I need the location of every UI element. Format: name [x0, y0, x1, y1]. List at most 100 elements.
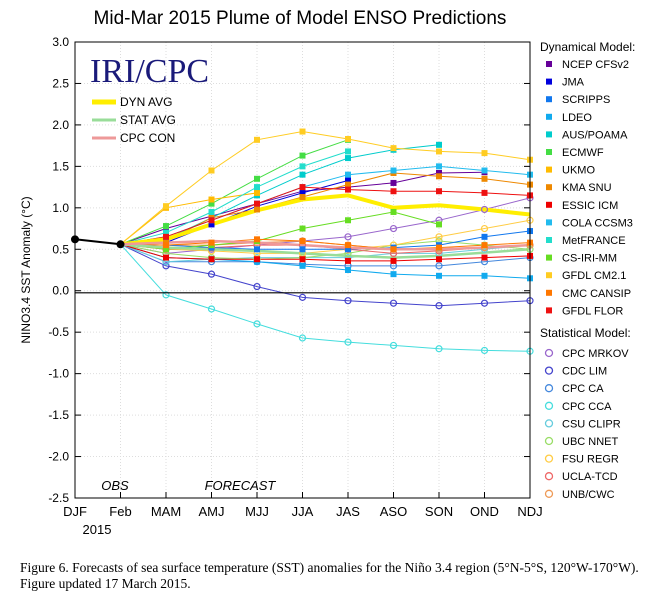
statistical-legend-title: Statistical Model: [540, 326, 631, 340]
legend-label: KMA SNU [562, 182, 612, 194]
dyn-kma-snu-point [299, 194, 306, 201]
average-legend: DYN AVG STAT AVG CPC CON [92, 95, 176, 145]
legend-label: CPC CCA [562, 401, 612, 413]
legend-label: CSU CLIPR [562, 418, 621, 430]
dyn-cmc-cansip-point [345, 242, 351, 249]
dyn-ldeo-point [390, 271, 397, 278]
dyn-cs-iri-mm-point [436, 221, 442, 228]
x-tick-label: DJF [63, 504, 87, 519]
y-tick-label: -1.5 [48, 408, 69, 422]
x-tick-label: JAS [336, 504, 360, 519]
stat-fsu-regr-point [435, 233, 443, 241]
legend-label: CMC CANSIP [562, 288, 631, 300]
dyn-metfrance-point [163, 229, 169, 236]
dyn-kma-snu-point [254, 206, 260, 213]
dyn-essic-icm-point [390, 257, 397, 264]
dyn-cmc-cansip-point [163, 242, 169, 249]
legend-label: COLA CCSM3 [562, 217, 633, 229]
dyn-jma-point [299, 189, 306, 196]
legend-label: UCLA-TCD [562, 471, 618, 483]
dyn-metfrance-point [299, 163, 306, 170]
legend-label: UBC NNET [562, 436, 619, 448]
dyn-essic-icm-point [345, 257, 351, 264]
stat-line-cpc-ca [120, 243, 531, 267]
stat-line-cpc-mrkov [120, 197, 531, 254]
dyn-cs-iri-mm-point [390, 208, 397, 215]
dyn-line-gfdl-cm2-1 [120, 130, 531, 245]
stat-cpc-cca-point [480, 346, 489, 355]
x-tick-label: MAM [151, 504, 181, 519]
legend-label: SCRIPPS [562, 94, 610, 106]
stat-cpc-cca-point [344, 338, 352, 346]
legend-label: MetFRANCE [562, 235, 626, 247]
legend-marker [544, 436, 554, 446]
legend-marker [546, 307, 552, 314]
legend-label: UNB/CWC [562, 489, 615, 501]
avg-legend-label: STAT AVG [120, 113, 176, 127]
dyn-cmc-cansip-point [481, 242, 488, 249]
chart-title: Mid-Mar 2015 Plume of Model ENSO Predict… [94, 8, 507, 29]
stat-cpc-cca-point [389, 341, 398, 350]
stat-line-csu-clipr [120, 243, 531, 263]
dyn-gfdl-cm2-1-point [390, 145, 397, 152]
dyn-metfrance-point [254, 184, 260, 191]
dyn-ecmwf-point [299, 152, 306, 159]
year-label: 2015 [83, 522, 112, 537]
x-tick-label: MJJ [245, 504, 269, 519]
dyn-gfdl-cm2-1-point [481, 150, 488, 157]
iri-cpc-logo: IRI/CPC [90, 53, 209, 90]
x-tick-label: NDJ [517, 504, 542, 519]
y-tick-label: -0.5 [48, 325, 69, 339]
x-tick-label: ASO [380, 504, 407, 519]
dyn-gfdl-flor-point [299, 184, 306, 191]
forecast-label: FORECAST [205, 478, 277, 493]
dyn-essic-icm-point [208, 256, 215, 263]
legend-marker [544, 401, 554, 410]
dyn-kma-snu-point [345, 181, 351, 188]
dyn-ukmo-point [254, 189, 260, 196]
dyn-essic-icm-point [299, 256, 306, 263]
y-tick-label: 2.0 [52, 118, 69, 132]
dyn-essic-icm-point [163, 254, 169, 261]
dyn-metfrance-point [345, 148, 351, 155]
dyn-jma-point [208, 221, 215, 228]
stat-cdc-lim-point [344, 297, 352, 305]
y-tick-label: 1.5 [52, 159, 69, 173]
dyn-gfdl-cm2-1-point [254, 136, 260, 143]
series-lines [71, 128, 534, 355]
dyn-scripps-point [254, 246, 260, 253]
dyn-ncep-cfsv2-point [390, 179, 397, 186]
dyn-cola-ccsm3-point [436, 163, 442, 170]
legend-marker [546, 272, 552, 279]
dyn-line-scripps [120, 230, 531, 250]
legend-marker [546, 254, 552, 261]
legend-label: ESSIC ICM [562, 200, 618, 212]
stat-cpc-cca-point [435, 345, 443, 353]
dyn-gfdl-flor-point [481, 189, 488, 196]
dyn-gfdl-flor-point [436, 188, 442, 195]
legend-marker [546, 184, 552, 191]
dyn-kma-snu-point [436, 173, 442, 180]
dyn-cmc-cansip-point [436, 244, 442, 251]
dyn-gfdl-flor-point [345, 186, 351, 193]
observed-point [116, 240, 125, 249]
y-tick-label: 2.5 [52, 76, 69, 90]
dyn-line-ukmo [120, 192, 258, 245]
legend-label: CS-IRI-MM [562, 253, 617, 265]
dyn-kma-snu-point [163, 237, 169, 244]
stat-cdc-lim-point [435, 302, 443, 310]
dyn-cmc-cansip-point [254, 236, 260, 243]
dyn-ldeo-point [345, 267, 351, 273]
legend-marker [546, 78, 552, 85]
y-tick-label: 0.0 [52, 284, 69, 298]
dyn-ecmwf-point [163, 223, 169, 230]
avg-legend-label: DYN AVG [120, 95, 172, 109]
avg-legend-label: CPC CON [120, 131, 175, 145]
stat-cpc-cca-point [253, 320, 261, 328]
avg-line-stat-avg [120, 243, 531, 259]
enso-plume-chart: Mid-Mar 2015 Plume of Model ENSO Predict… [19, 8, 635, 537]
dyn-gfdl-cm2-1-point [208, 167, 215, 174]
stat-line-cdc-lim [120, 243, 531, 307]
legend-marker [546, 61, 552, 67]
x-tick-label: JJA [292, 504, 314, 519]
